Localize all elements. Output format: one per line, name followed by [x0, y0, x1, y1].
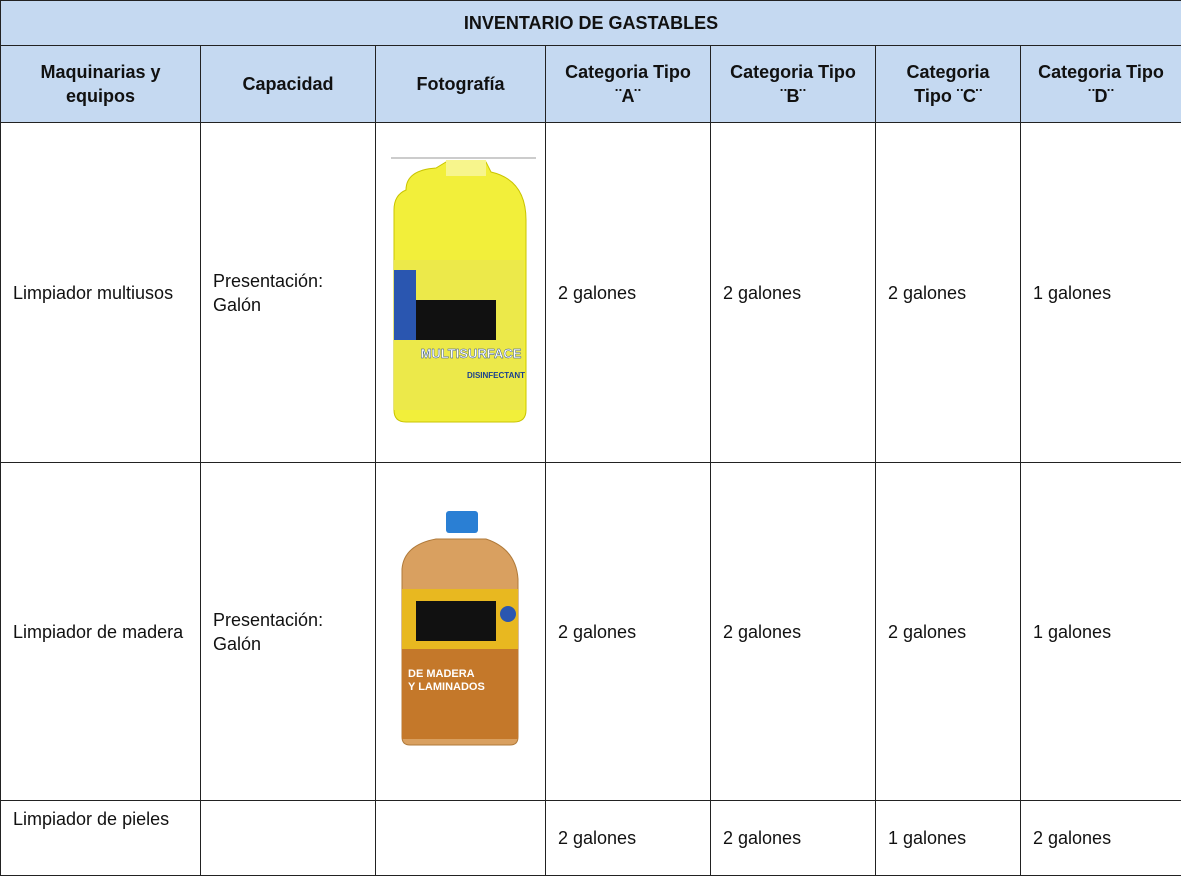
value-cell: 2 galones — [546, 801, 711, 876]
photo-text: DE MADERA — [408, 668, 475, 680]
header-cell: Maquinarias y equipos — [1, 46, 201, 123]
photo: DE MADERA Y LAMINADOS — [396, 509, 526, 749]
photo: MULTISURFACE DISINFECTANT — [386, 150, 536, 430]
value-cell: 1 galones — [1021, 463, 1181, 801]
header-cell: Capacidad — [201, 46, 376, 123]
capacity-cell: Presentación: Galón — [201, 463, 376, 801]
capacity-cell — [201, 801, 376, 876]
value-cell: 2 galones — [711, 123, 876, 463]
photo-text: Y LAMINADOS — [408, 681, 485, 693]
value-cell: 2 galones — [546, 123, 711, 463]
item-cell: Limpiador de madera — [1, 463, 201, 801]
photo-cell: MULTISURFACE DISINFECTANT — [376, 123, 546, 463]
header-cell: Categoria Tipo ¨D¨ — [1021, 46, 1181, 123]
capacity-cell: Presentación: Galón — [201, 123, 376, 463]
table-title: INVENTARIO DE GASTABLES — [1, 1, 1181, 46]
photo-cell: DE MADERA Y LAMINADOS — [376, 463, 546, 801]
value-cell: 2 galones — [546, 463, 711, 801]
value-cell: 1 galones — [1021, 123, 1181, 463]
header-cell: Categoria Tipo ¨C¨ — [876, 46, 1021, 123]
header-cell: Categoria Tipo ¨A¨ — [546, 46, 711, 123]
photo-text: MULTISURFACE — [420, 346, 521, 361]
value-cell: 2 galones — [711, 801, 876, 876]
value-cell: 2 galones — [876, 463, 1021, 801]
item-cell: Limpiador de pieles — [1, 801, 201, 876]
photo-cell — [376, 801, 546, 876]
value-cell: 2 galones — [1021, 801, 1181, 876]
header-cell: Categoria Tipo ¨B¨ — [711, 46, 876, 123]
value-cell: 2 galones — [711, 463, 876, 801]
value-cell: 2 galones — [876, 123, 1021, 463]
photo-text: DISINFECTANT — [466, 371, 524, 380]
item-cell: Limpiador multiusos — [1, 123, 201, 463]
value-cell: 1 galones — [876, 801, 1021, 876]
header-cell: Fotografía — [376, 46, 546, 123]
